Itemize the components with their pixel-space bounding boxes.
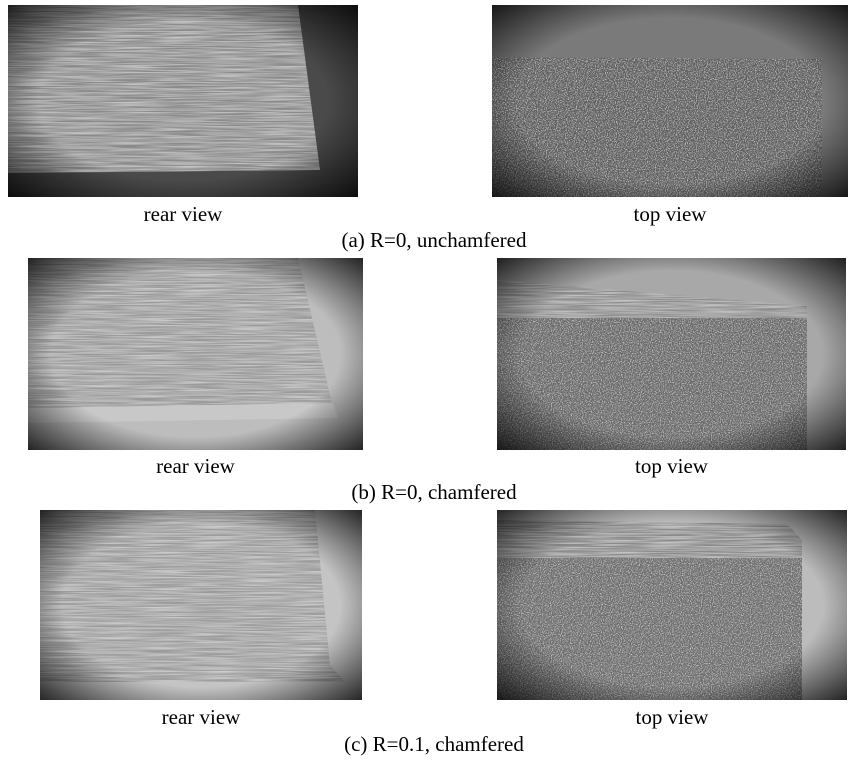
photo bbox=[492, 5, 848, 197]
panel-caption: (c) R=0.1, chamfered bbox=[344, 732, 524, 756]
image-label: top view bbox=[635, 454, 709, 478]
photo bbox=[28, 258, 363, 450]
image-label: rear view bbox=[156, 454, 236, 478]
photo bbox=[8, 5, 358, 197]
image-label: rear view bbox=[162, 705, 242, 729]
photo bbox=[40, 510, 362, 700]
vignette bbox=[8, 5, 358, 197]
image-label: rear view bbox=[144, 202, 224, 226]
panel-caption: (a) R=0, unchamfered bbox=[341, 228, 527, 252]
panel-caption: (b) R=0, chamfered bbox=[351, 480, 517, 504]
vignette bbox=[40, 510, 362, 700]
image-label: top view bbox=[636, 705, 710, 729]
vignette bbox=[492, 5, 848, 197]
vignette bbox=[497, 510, 847, 700]
vignette bbox=[497, 258, 846, 450]
vignette bbox=[28, 258, 363, 450]
image-label: top view bbox=[634, 202, 708, 226]
photo bbox=[497, 510, 847, 700]
photo bbox=[497, 258, 846, 450]
figure: rear view top view (a) R=0, unchamfered rea… bbox=[0, 0, 868, 765]
